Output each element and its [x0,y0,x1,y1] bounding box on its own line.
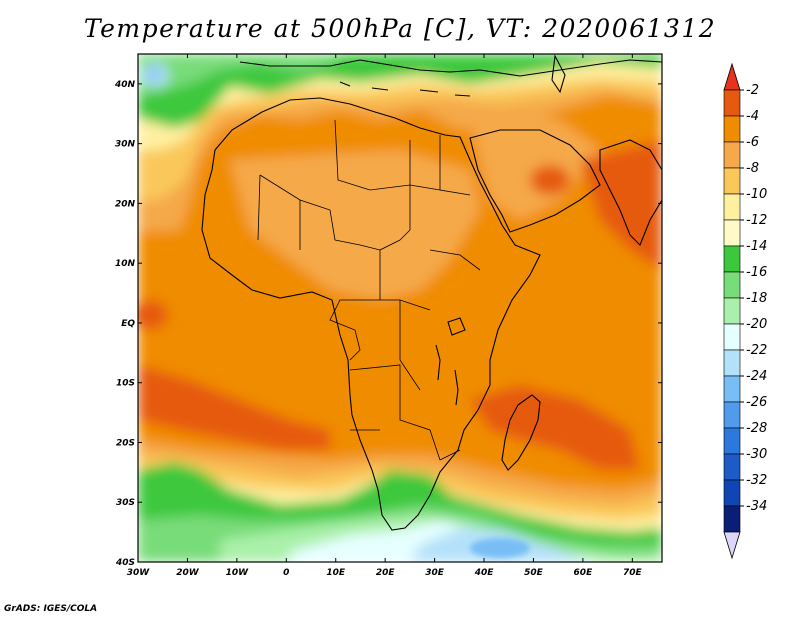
mediterranean-islands [339,81,471,97]
colorbar-label: -24 [746,369,767,384]
colorbar-swatch [723,141,741,169]
colorbar-label: -22 [746,343,767,358]
colorbar-top-triangle [723,62,741,91]
lon-tick-label: 0 [283,568,289,578]
colorbar-label: -32 [746,473,767,488]
colorbar-label: -4 [746,109,759,124]
grads-credit: GrADS: IGES/COLA [4,604,98,614]
colorbar-label: -14 [746,239,767,254]
temperature-field [138,54,662,562]
axis-ticks: 30W 20W 10W 0 10E 20E 30E 40E 50E 60E 70E 40N 30N 20N… [114,54,662,578]
india-coastline [599,139,662,246]
lon-tick-label: 20W [176,568,200,578]
field-very-warm-india [605,161,645,189]
europe-coastline [239,59,662,77]
africa-coastline [201,97,541,531]
lat-tick-label: 40S [115,558,135,568]
colorbar-label: -34 [746,499,767,514]
field-mild-sahara [230,150,480,300]
lat-tick-label: 30N [115,140,136,150]
lat-tick-label: EQ [121,319,135,329]
field-mild-arabia [470,120,600,220]
colorbar-label: -8 [746,161,759,176]
colorbar-label: -6 [746,135,759,150]
colorbar-label: -2 [746,83,759,98]
colorbar-swatch [723,505,741,533]
caspian-coastline [551,54,566,94]
lon-tick-label: 10E [326,568,346,578]
map-frame [137,53,663,563]
colorbar-swatch [723,193,741,221]
colorbar-label: -10 [746,187,767,202]
lake-tanganyika [435,344,441,381]
lon-tick-label: 10W [226,568,250,578]
lake-victoria [447,317,466,336]
colorbar-swatch [723,271,741,299]
map-title: Temperature at 500hPa [C], VT: 202006131… [83,14,717,43]
colorbar-swatch [723,89,741,117]
colorbar-swatch [723,297,741,325]
colorbar-label: -20 [746,317,767,332]
lat-tick-label: 20S [116,438,135,448]
colorbar-label: -30 [746,447,767,462]
colorbar-swatch [723,167,741,195]
colorbar-label: -12 [746,213,767,228]
country-borders [257,119,481,461]
colorbar-swatch [723,349,741,377]
lat-tick-label: 20N [115,199,136,209]
field-very-warm-persian [530,165,570,195]
colorbar-swatch [723,115,741,143]
colorbar-swatch [723,323,741,351]
lon-tick-label: 70E [623,568,643,578]
field-very-warm-madagascar [470,385,640,470]
field-very-warm-eq [138,300,168,330]
colorbar-swatch [723,453,741,481]
colorbar-bottom-triangle [723,531,741,560]
field-blue-south [470,538,530,558]
lon-tick-label: 50E [524,568,544,578]
colorbar-label: -26 [746,395,767,410]
field-blue-nw [147,68,161,80]
lat-tick-label: 30S [116,498,135,508]
lon-tick-label: 30W [127,568,151,578]
colorbar-swatch [723,375,741,403]
colorbar-swatch [723,219,741,247]
arabia-coastline [469,129,601,233]
lon-tick-label: 60E [574,568,594,578]
lat-tick-label: 40N [114,80,136,90]
colorbar-swatch [723,479,741,507]
lake-malawi [454,369,459,406]
colorbar: -2 -4 -6 -8 -10 -12 -14 -16 -18 -20 -22 -24 -26 -28 -3… [723,62,767,560]
lon-tick-label: 30E [425,568,445,578]
field-green-north [138,54,662,128]
coastlines [201,54,662,531]
field-light-green-north [138,54,345,96]
lon-tick-label: 40E [474,568,495,578]
colorbar-label: -28 [746,421,767,436]
lon-tick-label: 20E [376,568,396,578]
lat-tick-label: 10S [116,379,135,389]
colorbar-label: -18 [746,291,767,306]
madagascar-coastline [501,394,541,471]
colorbar-label: -16 [746,265,767,280]
field-very-warm-atlantic [138,365,330,450]
colorbar-swatch [723,401,741,429]
lat-tick-label: 10N [115,259,136,269]
colorbar-swatch [723,427,741,455]
colorbar-swatch [723,245,741,273]
